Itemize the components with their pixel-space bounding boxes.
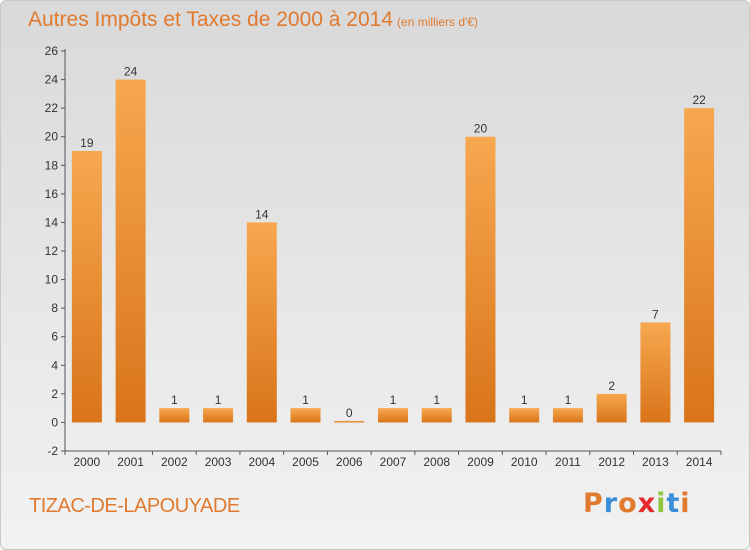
brand-letter: o bbox=[618, 488, 638, 519]
data-label-2002: 1 bbox=[171, 393, 178, 407]
data-label-2003: 1 bbox=[215, 393, 222, 407]
data-label-2010: 1 bbox=[521, 393, 528, 407]
commune-name: TIZAC-DE-LAPOUYADE bbox=[29, 495, 240, 517]
proxiti-logo[interactable]: Proxiti bbox=[583, 488, 691, 519]
bar-2012 bbox=[596, 393, 627, 423]
y-tick-label: 20 bbox=[45, 130, 59, 144]
chart-unit: (en milliers d'€) bbox=[397, 15, 479, 29]
x-tick-label: 2002 bbox=[161, 455, 188, 469]
bar-2005 bbox=[290, 408, 321, 423]
bar-2010 bbox=[509, 408, 540, 423]
x-tick-label: 2010 bbox=[511, 455, 538, 469]
data-label-2006: 0 bbox=[346, 406, 353, 420]
bar-2013 bbox=[640, 322, 671, 423]
brand-letter: r bbox=[603, 488, 619, 519]
brand-letter: x bbox=[637, 488, 657, 519]
bar-2000 bbox=[71, 151, 102, 423]
data-label-2012: 2 bbox=[608, 379, 615, 393]
y-tick-label: -2 bbox=[47, 444, 58, 458]
brand-letter: P bbox=[583, 488, 604, 519]
data-label-2007: 1 bbox=[390, 393, 397, 407]
y-tick-label: 10 bbox=[45, 273, 59, 287]
chart-title: Autres Impôts et Taxes de 2000 à 2014 (en… bbox=[28, 8, 478, 32]
data-label-2005: 1 bbox=[302, 393, 309, 407]
bar-2009 bbox=[465, 136, 496, 423]
y-tick-label: 18 bbox=[45, 158, 59, 172]
y-tick-label: 4 bbox=[51, 358, 58, 372]
x-tick-label: 2005 bbox=[292, 455, 319, 469]
brand-letter: t bbox=[666, 488, 681, 519]
bar-2004 bbox=[246, 222, 277, 423]
x-tick-label: 2006 bbox=[336, 455, 363, 469]
bar-2007 bbox=[378, 408, 408, 423]
y-tick-label: 2 bbox=[51, 387, 58, 401]
x-tick-label: 2001 bbox=[117, 455, 144, 469]
bar-2003 bbox=[203, 408, 234, 423]
data-label-2000: 19 bbox=[80, 136, 94, 150]
data-label-2011: 1 bbox=[565, 393, 572, 407]
bar-2006 bbox=[334, 420, 365, 423]
bar-2002 bbox=[159, 408, 190, 423]
x-tick-label: 2011 bbox=[555, 455, 581, 469]
y-tick-label: 24 bbox=[45, 73, 59, 87]
x-tick-label: 2000 bbox=[74, 455, 101, 469]
x-tick-label: 2012 bbox=[598, 455, 625, 469]
x-tick-label: 2009 bbox=[467, 455, 494, 469]
y-tick-label: 8 bbox=[51, 301, 58, 315]
brand-letter: i bbox=[680, 488, 691, 519]
y-tick-label: 0 bbox=[51, 415, 58, 429]
x-tick-label: 2007 bbox=[380, 455, 407, 469]
y-tick-label: 14 bbox=[45, 215, 59, 229]
data-label-2013: 7 bbox=[652, 307, 659, 321]
y-tick-label: 26 bbox=[45, 44, 59, 58]
data-label-2001: 24 bbox=[124, 65, 138, 79]
x-tick-label: 2004 bbox=[248, 455, 275, 469]
data-label-2004: 14 bbox=[255, 207, 269, 221]
x-tick-label: 2008 bbox=[423, 455, 450, 469]
bar-2001 bbox=[115, 79, 146, 423]
data-label-2008: 1 bbox=[433, 393, 440, 407]
data-label-2009: 20 bbox=[474, 122, 488, 136]
y-tick-label: 22 bbox=[45, 101, 59, 115]
y-tick-label: 12 bbox=[45, 244, 59, 258]
chart-title-text: Autres Impôts et Taxes de 2000 à 2014 bbox=[28, 8, 394, 31]
brand-letter: i bbox=[656, 488, 667, 519]
x-tick-label: 2003 bbox=[205, 455, 232, 469]
y-tick-label: 6 bbox=[51, 330, 58, 344]
bar-2008 bbox=[421, 408, 452, 423]
y-tick-label: 16 bbox=[45, 187, 59, 201]
bar-2011 bbox=[552, 408, 583, 423]
bar-2014 bbox=[684, 108, 715, 423]
x-tick-label: 2014 bbox=[686, 455, 713, 469]
x-tick-label: 2013 bbox=[642, 455, 669, 469]
data-label-2014: 22 bbox=[692, 93, 706, 107]
